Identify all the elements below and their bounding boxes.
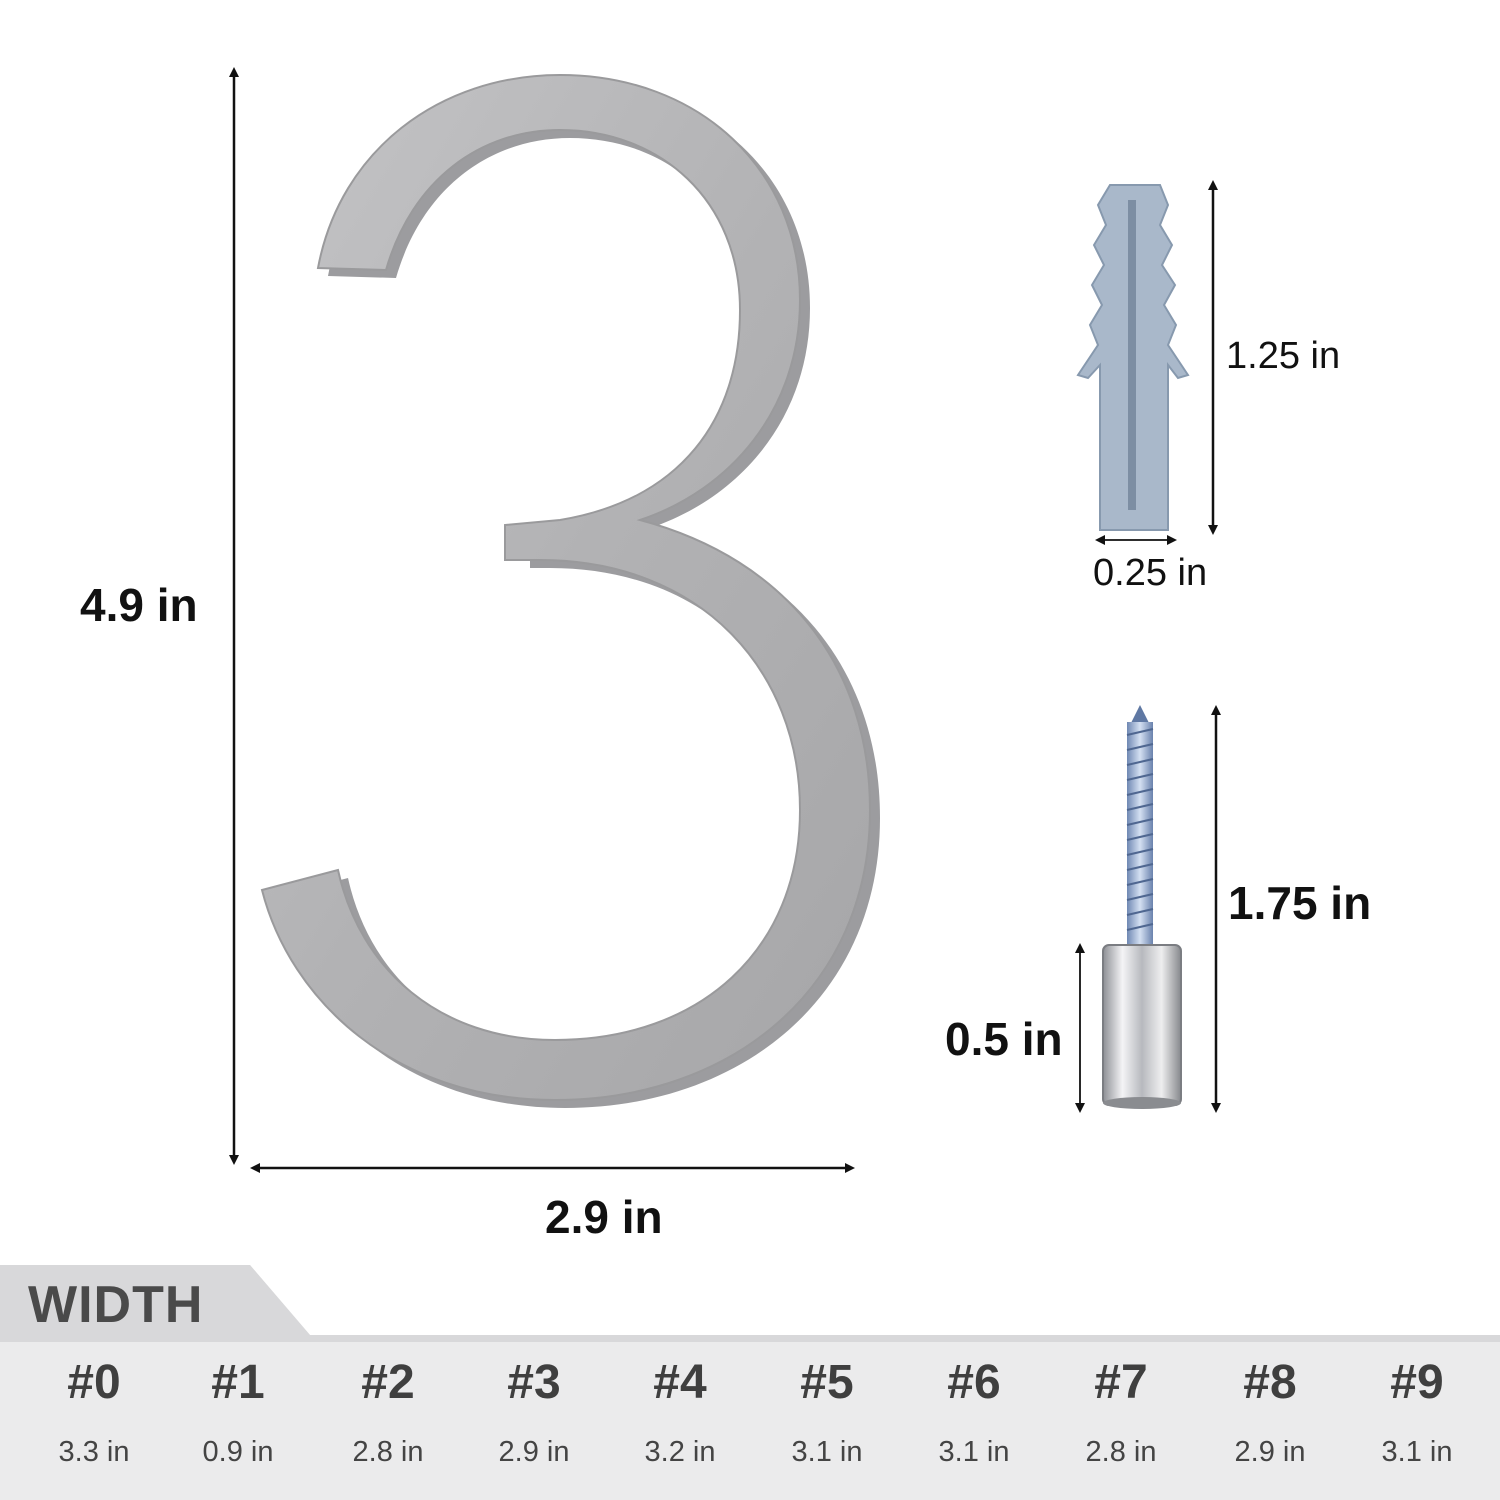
digit-width: 3.1 in bbox=[791, 1436, 863, 1468]
width-table-title: WIDTH bbox=[28, 1276, 204, 1334]
width-table: WIDTH #0 3.3 in #1 0.9 in #2 2.8 in #3 2… bbox=[0, 1265, 1500, 1500]
digit-number: #6 bbox=[947, 1356, 1001, 1409]
mounting-screw bbox=[1126, 705, 1154, 947]
height-label: 4.9 in bbox=[80, 579, 198, 631]
standoff-length-label: 0.5 in bbox=[945, 1013, 1063, 1065]
digit-width: 3.2 in bbox=[644, 1436, 716, 1468]
screw-length-label: 1.75 in bbox=[1228, 877, 1372, 929]
standoff-spacer bbox=[1102, 944, 1182, 1109]
digit-width: 0.9 in bbox=[202, 1436, 274, 1468]
digit-width: 3.1 in bbox=[1381, 1436, 1453, 1468]
digit-width: 2.9 in bbox=[498, 1436, 570, 1468]
digit-width: 2.8 in bbox=[1085, 1436, 1157, 1468]
width-panel-band bbox=[0, 1342, 1500, 1500]
digit-number: #0 bbox=[67, 1356, 121, 1409]
digit-number: #5 bbox=[800, 1356, 854, 1409]
house-number-digit bbox=[260, 73, 880, 1108]
digit-width: 3.1 in bbox=[938, 1436, 1010, 1468]
anchor-diameter-label: 0.25 in bbox=[1093, 552, 1208, 594]
digit-number: #9 bbox=[1390, 1356, 1444, 1409]
digit-width: 2.8 in bbox=[352, 1436, 424, 1468]
digit-number: #3 bbox=[507, 1356, 561, 1409]
digit-number: #4 bbox=[653, 1356, 707, 1409]
digit-number: #8 bbox=[1243, 1356, 1297, 1409]
digit-width: 3.3 in bbox=[58, 1436, 130, 1468]
wall-anchor bbox=[1076, 184, 1190, 531]
anchor-length-label: 1.25 in bbox=[1226, 335, 1341, 377]
digit-number: #2 bbox=[361, 1356, 415, 1409]
digit-width: 2.9 in bbox=[1234, 1436, 1306, 1468]
digit-number: #1 bbox=[211, 1356, 265, 1409]
digit-number: #7 bbox=[1094, 1356, 1148, 1409]
width-label: 2.9 in bbox=[545, 1191, 663, 1243]
width-panel-tab bbox=[0, 1265, 1500, 1342]
